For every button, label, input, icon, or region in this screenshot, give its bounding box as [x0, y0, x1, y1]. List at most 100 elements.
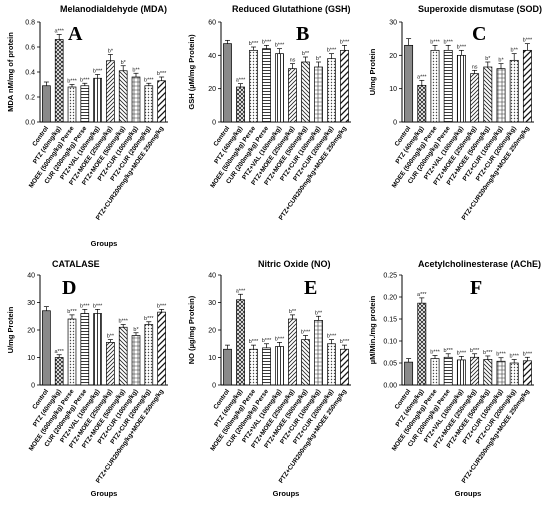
- y-axis-label: U/mg Protein: [368, 48, 377, 95]
- y-tick-label: 60: [208, 20, 216, 27]
- bar: [301, 61, 310, 123]
- bar: [93, 77, 102, 123]
- panel-title: CATALASE: [52, 259, 100, 269]
- bar: [42, 310, 51, 386]
- y-tick-label: 30: [27, 300, 35, 307]
- significance-label: b***: [327, 334, 337, 340]
- bar: [496, 360, 506, 386]
- significance-label: a***: [417, 292, 427, 298]
- bar: [456, 54, 466, 123]
- x-axis-label: Groups: [91, 239, 118, 248]
- significance-label: b*: [316, 56, 322, 62]
- bar: [522, 360, 532, 386]
- significance-label: b***: [249, 339, 259, 345]
- bar: [430, 49, 440, 123]
- y-tick-label: 0.0: [25, 120, 35, 127]
- bar: [340, 348, 349, 386]
- significance-label: ns: [472, 64, 478, 70]
- bar: [275, 346, 284, 386]
- significance-label: b***: [523, 38, 533, 44]
- y-tick-label: 0.00: [383, 383, 397, 390]
- bar: [483, 66, 493, 123]
- y-tick-label: 10: [27, 355, 35, 362]
- bar: [496, 68, 506, 123]
- bar: [67, 318, 77, 386]
- bar: [223, 348, 232, 386]
- significance-label: b***: [430, 39, 440, 45]
- bar: [223, 43, 232, 123]
- significance-label: b**: [315, 310, 323, 316]
- bar: [118, 326, 128, 386]
- y-tick-label: 40: [27, 273, 35, 280]
- bar: [42, 85, 51, 123]
- significance-label: b***: [327, 48, 337, 54]
- y-tick-label: 10: [389, 86, 397, 93]
- y-tick-label: 40: [208, 273, 216, 280]
- y-tick-label: 0.6: [25, 45, 35, 52]
- panel-letter: E: [304, 277, 317, 299]
- significance-label: b***: [430, 350, 440, 356]
- significance-label: b***: [340, 39, 350, 45]
- x-axis-label: Groups: [273, 489, 300, 498]
- bar: [470, 356, 480, 386]
- bar: [118, 70, 128, 123]
- significance-label: a***: [236, 288, 246, 294]
- significance-label: b***: [118, 319, 128, 325]
- panel-letter: F: [470, 277, 482, 299]
- significance-label: a***: [54, 29, 64, 35]
- panel-A: Melanodialdehyde (MDA) A MDA nM/mg of prot…: [6, 4, 168, 248]
- significance-label: b***: [262, 39, 272, 45]
- bar: [80, 85, 90, 123]
- significance-label: b***: [275, 336, 285, 342]
- bar: [249, 49, 258, 123]
- significance-label: b***: [157, 71, 167, 77]
- y-tick-label: 20: [208, 328, 216, 335]
- significance-label: a***: [417, 74, 427, 80]
- significance-label: b**: [107, 334, 115, 340]
- panel-letter: C: [472, 23, 486, 45]
- significance-label: b***: [457, 44, 467, 50]
- bar: [106, 342, 115, 386]
- significance-label: b*: [121, 60, 127, 66]
- significance-label: b***: [93, 303, 103, 309]
- y-axis-label: NO (µg/mg Protein): [187, 295, 196, 364]
- significance-label: a***: [236, 78, 246, 84]
- bar: [157, 311, 166, 386]
- significance-label: b***: [483, 350, 493, 356]
- bar: [144, 85, 154, 123]
- y-tick-label: 0: [31, 383, 35, 390]
- bar: [417, 84, 427, 123]
- panel-title: Reduced Glutathione (GSH): [232, 4, 351, 14]
- significance-label: b*: [485, 56, 491, 62]
- panel-letter: D: [62, 277, 76, 299]
- y-tick-label: 30: [208, 300, 216, 307]
- y-tick-label: 20: [208, 86, 216, 93]
- bar: [157, 80, 166, 123]
- significance-label: b**: [302, 51, 310, 57]
- bar: [80, 313, 90, 386]
- bar: [327, 58, 336, 123]
- y-tick-label: 0: [212, 383, 216, 390]
- significance-label: b***: [67, 309, 77, 315]
- y-axis-label: MDA nM/mg of protein: [6, 32, 15, 112]
- y-axis-label: U/mg Protein: [6, 306, 15, 353]
- bar: [262, 48, 271, 123]
- y-tick-label: 0.25: [383, 273, 397, 280]
- y-tick-label: 0.10: [383, 339, 397, 346]
- panel-title: Superoxide dismutase (SOD): [418, 4, 542, 14]
- significance-label: b***: [443, 39, 453, 45]
- y-tick-label: 0: [212, 120, 216, 127]
- significance-label: ns: [290, 58, 296, 64]
- bar: [106, 60, 115, 123]
- significance-label: b*: [133, 327, 139, 333]
- significance-label: b*: [108, 49, 114, 55]
- significance-label: a***: [54, 349, 64, 355]
- bar: [443, 356, 453, 386]
- bar: [470, 73, 480, 123]
- panel-title: Acetylcholinesterase (AChE): [418, 259, 541, 269]
- significance-label: b***: [67, 79, 77, 85]
- significance-label: b**: [289, 309, 297, 315]
- y-tick-label: 20: [27, 328, 35, 335]
